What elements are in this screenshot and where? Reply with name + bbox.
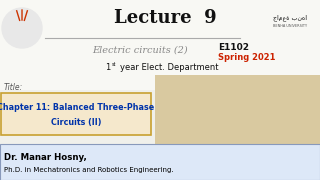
Text: Electric circuits (2): Electric circuits (2)	[92, 46, 188, 55]
Text: جامعة بنها: جامعة بنها	[273, 15, 307, 21]
Text: Dr. Manar Hosny,: Dr. Manar Hosny,	[4, 152, 87, 161]
FancyBboxPatch shape	[1, 93, 151, 135]
Bar	[155, 75, 320, 155]
Text: year Elect. Department: year Elect. Department	[120, 64, 219, 73]
Text: E1102: E1102	[218, 44, 249, 53]
Text: Title:: Title:	[4, 84, 23, 93]
Text: Lecture  9: Lecture 9	[114, 9, 216, 27]
Text: Chapter 11: Balanced Three-Phase: Chapter 11: Balanced Three-Phase	[0, 103, 155, 112]
Text: BENHA UNIVERSITY: BENHA UNIVERSITY	[273, 24, 307, 28]
Text: st: st	[112, 62, 116, 66]
Bar	[0, 0, 320, 90]
FancyBboxPatch shape	[0, 144, 320, 180]
Circle shape	[2, 8, 42, 48]
Text: Circuits (II): Circuits (II)	[51, 118, 101, 127]
Text: Ph.D. in Mechatronics and Robotics Engineering.: Ph.D. in Mechatronics and Robotics Engin…	[4, 167, 174, 173]
Text: 1: 1	[105, 64, 110, 73]
Text: Spring 2021: Spring 2021	[218, 53, 276, 62]
